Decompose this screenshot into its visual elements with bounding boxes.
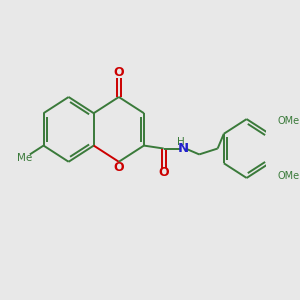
Text: O: O bbox=[158, 167, 169, 179]
Text: H: H bbox=[177, 137, 184, 147]
Text: N: N bbox=[177, 142, 188, 155]
Text: O: O bbox=[113, 66, 124, 79]
Text: OMe: OMe bbox=[278, 116, 300, 126]
Text: O: O bbox=[113, 160, 124, 174]
Text: Me: Me bbox=[17, 153, 32, 163]
Text: OMe: OMe bbox=[278, 171, 300, 181]
